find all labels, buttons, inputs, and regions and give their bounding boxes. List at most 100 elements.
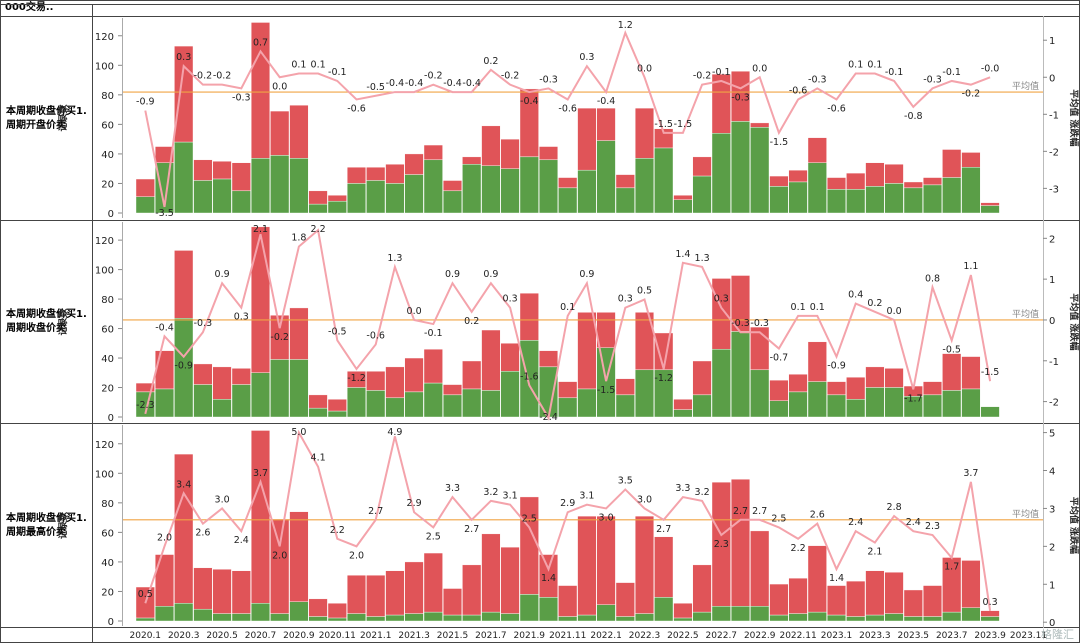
watermark: 格隆汇 xyxy=(1041,627,1074,641)
bar-green xyxy=(692,175,712,214)
avg-data-label: 4.1 xyxy=(311,453,326,464)
bar-green xyxy=(558,187,578,214)
bar-red xyxy=(827,381,847,396)
bar-red xyxy=(884,164,904,184)
bar-red xyxy=(366,371,386,391)
avg-data-label: -0.3 xyxy=(923,74,942,85)
bar-red xyxy=(193,363,213,385)
bar-red xyxy=(154,350,174,390)
bar-green xyxy=(193,180,213,214)
bar-green xyxy=(884,387,904,418)
avg-data-label: -0.4 xyxy=(520,96,539,107)
avg-data-label: 2.9 xyxy=(560,498,575,509)
bar-red xyxy=(846,172,866,190)
y-tick-label: 20 xyxy=(101,384,114,395)
avg-data-label: -0.1 xyxy=(424,328,443,339)
bar-green xyxy=(385,397,405,418)
bar-green xyxy=(980,406,1000,418)
bar-green xyxy=(865,614,885,622)
bar-green xyxy=(481,390,501,418)
bar-green xyxy=(366,616,386,622)
avg-change-line xyxy=(144,228,992,421)
bar-green xyxy=(289,158,309,214)
bar-red xyxy=(347,575,367,614)
bar-red xyxy=(443,588,463,616)
bar-green xyxy=(231,190,251,214)
avg-data-label: -0.2 xyxy=(501,71,520,82)
bar-red xyxy=(443,180,463,192)
avg-data-label: 2.4 xyxy=(848,517,863,528)
bar-red xyxy=(174,453,194,604)
avg-data-label: -0.7 xyxy=(770,353,789,364)
avg-data-label: -0.2 xyxy=(424,71,443,82)
bar-red xyxy=(942,149,962,178)
avg-data-label: -0.2 xyxy=(270,332,289,343)
avg-data-label: 0.1 xyxy=(848,60,863,71)
bar-green xyxy=(846,189,866,214)
avg-data-label: 2.7 xyxy=(656,524,671,535)
bar-red xyxy=(865,162,885,187)
avg-data-label: 0.0 xyxy=(272,81,287,92)
avg-data-label: 3.1 xyxy=(579,491,594,502)
bar-green xyxy=(385,183,405,214)
bar-red xyxy=(788,577,808,614)
bar-green xyxy=(615,187,635,214)
bar-red xyxy=(481,125,501,166)
avg-data-label: 0.9 xyxy=(579,269,594,280)
bar-green xyxy=(174,318,194,418)
bar-red xyxy=(577,515,597,616)
avg-data-label: 0.0 xyxy=(637,63,652,74)
bar-green xyxy=(827,189,847,214)
bar-red xyxy=(615,174,635,189)
bar-red xyxy=(500,138,520,169)
bar-red xyxy=(366,167,386,181)
bar-green xyxy=(500,168,520,214)
avg-data-label: -1.5 xyxy=(981,367,1000,378)
y2-tick-label: 2 xyxy=(1049,542,1055,553)
bar-red xyxy=(923,177,943,186)
avg-data-label: -0.6 xyxy=(347,103,366,114)
avg-data-label: 3.5 xyxy=(618,475,633,486)
bar-red xyxy=(404,561,424,614)
bar-green xyxy=(692,394,712,418)
y2-tick-label: 0 xyxy=(1049,316,1055,327)
bar-green xyxy=(961,388,981,418)
avg-data-label: 3.2 xyxy=(483,487,498,498)
avg-data-label: 0.3 xyxy=(618,294,633,305)
bar-red xyxy=(423,552,443,613)
y-tick-label: 60 xyxy=(101,325,114,336)
bar-red xyxy=(750,530,770,607)
avg-data-label: 3.3 xyxy=(445,483,460,494)
avg-data-label: -0.3 xyxy=(194,318,213,329)
bar-green xyxy=(423,382,443,418)
bar-green xyxy=(519,340,539,418)
bar-red xyxy=(519,496,539,595)
row-label-2: 本周期收盘价买1.周期收盘价卖 xyxy=(6,309,87,334)
y-axis-title: 记录数 xyxy=(57,511,69,539)
bar-red xyxy=(596,107,616,141)
bar-green xyxy=(731,606,751,622)
avg-data-label: -0.9 xyxy=(827,361,846,372)
bar-green xyxy=(788,181,808,214)
bar-red xyxy=(827,585,847,616)
y2-axis-title: 平均值 涨跌幅 xyxy=(1068,293,1080,350)
bar-green xyxy=(270,359,290,418)
bar-green xyxy=(942,390,962,418)
bar-red xyxy=(270,110,290,156)
avg-data-label: 5.0 xyxy=(291,427,306,438)
bar-green xyxy=(942,177,962,214)
bar-green xyxy=(807,162,827,214)
y-tick-label: 120 xyxy=(95,32,114,43)
x-tick-label: 2022.11 xyxy=(779,631,816,641)
bar-red xyxy=(923,585,943,617)
bar-green xyxy=(539,159,559,214)
bar-red xyxy=(635,107,655,159)
avg-data-label: 0.1 xyxy=(867,60,882,71)
bar-red xyxy=(884,368,904,388)
bar-green xyxy=(212,613,232,622)
avg-data-label: 0.1 xyxy=(560,302,575,313)
avg-data-label: 2.0 xyxy=(349,550,364,561)
bar-green xyxy=(615,394,635,418)
bar-green xyxy=(884,613,904,622)
